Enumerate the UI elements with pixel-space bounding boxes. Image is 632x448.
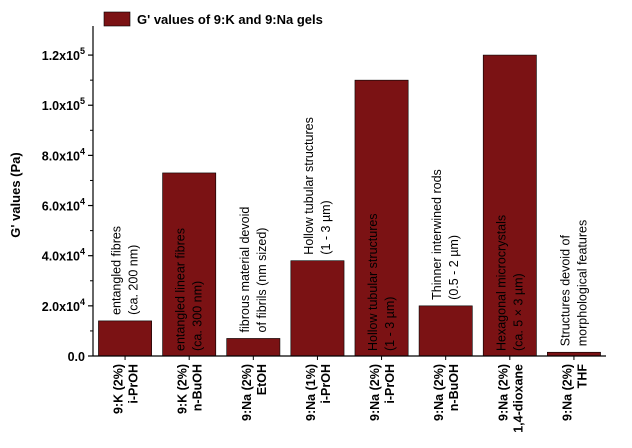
y-tick-label: 1.0x105 — [42, 96, 85, 113]
y-tick-label: 1.2x105 — [42, 46, 85, 63]
x-tick-label-line: 9:K (2%) — [112, 364, 126, 414]
annotation-line: of fibrils (nm sized) — [255, 228, 269, 333]
legend-swatch — [103, 11, 131, 27]
annotation-line: (1 - 3 µm) — [319, 200, 333, 254]
x-tick-label-1: 9:K (2%) i-PrOH — [112, 364, 141, 414]
bar-7 — [482, 54, 537, 357]
bar-annotation-5: Hollow tubular structures (1 - 3 µm) — [366, 213, 397, 351]
annotation-line: entangled linear fibres — [174, 228, 188, 351]
annotation-line: Hollow tubular structures — [366, 213, 380, 351]
bar-annotation-1: entangled fibres (ca. 200 nm) — [110, 226, 141, 315]
x-tick-label-line: 9:Na (2%) — [560, 364, 574, 421]
x-tick-label-line: 9:K (2%) — [176, 364, 190, 414]
x-tick-label-5: 9:Na (2%) i-PrOH — [368, 364, 397, 421]
bar-annotation-8: Structures devoid of morphological featur… — [558, 220, 589, 346]
x-tick-label-7: 9:Na (2%) 1,4-dioxane — [496, 364, 525, 433]
x-tick-label-line: i-PrOH — [319, 364, 333, 404]
annotation-line: fibrous material devoid — [238, 207, 252, 333]
y-tick-label: 2.0x104 — [42, 297, 85, 314]
x-tick-label-line: 9:Na (2%) — [432, 364, 446, 421]
x-tick-label-line: i-PrOH — [127, 364, 141, 404]
x-tick-label-2: 9:K (2%) n-BuOH — [176, 364, 205, 414]
x-tick-label-line: 9:Na (1%) — [304, 364, 318, 421]
y-tick-label: 6.0x104 — [42, 197, 85, 214]
bar-2 — [162, 172, 217, 357]
bar-annotation-7: Hexagonal microcrystals (ca. 5 × 3 µm) — [494, 215, 525, 351]
bar-annotation-3: fibrous material devoid of fibrils (nm si… — [238, 207, 269, 333]
x-tick-label-line: 9:Na (2%) — [368, 364, 382, 421]
x-tick-label-3: 9:Na (2%) EtOH — [240, 364, 269, 421]
annotation-line: (ca. 200 nm) — [127, 245, 141, 315]
y-tick-label: 8.0x104 — [42, 146, 85, 163]
annotation-line: Hexagonal microcrystals — [494, 215, 508, 351]
x-tick-label-line: i-PrOH — [383, 364, 397, 404]
x-tick-label-6: 9:Na (2%) n-BuOH — [432, 364, 461, 421]
plot-area: entangled fibres (ca. 200 nm) entangled li… — [98, 54, 601, 357]
x-tick-label-8: 9:Na (2%) THF — [560, 364, 589, 421]
x-tick-label-line: EtOH — [255, 364, 269, 395]
x-tick-label-line: 9:Na (2%) — [240, 364, 254, 421]
y-axis: 0.0 2.0x104 4.0x104 6.0x104 8.0x104 1.0x105 1.… — [42, 26, 94, 364]
legend: G' values of 9:K and 9:Na gels — [103, 11, 323, 27]
bar-annotation-6: Thinner interwined rods (0.5 - 2 µm) — [430, 169, 461, 300]
x-axis: 9:K (2%) i-PrOH 9:K (2%) n-BuOH 9:Na (2%) EtO… — [93, 355, 606, 433]
annotation-line: Thinner interwined rods — [430, 169, 444, 300]
x-tick-label-line: n-BuOH — [447, 364, 461, 411]
annotation-line: Hollow tubular structures — [302, 117, 316, 255]
x-tick-label-line: 9:Na (2%) — [496, 364, 510, 421]
x-tick-label-4: 9:Na (1%) i-PrOH — [304, 364, 333, 421]
annotation-line: (ca. 5 × 3 µm) — [511, 273, 525, 351]
bar-1 — [98, 320, 152, 357]
bar-5 — [354, 79, 409, 357]
x-tick-label-line: THF — [575, 364, 589, 389]
bar-annotation-2: entangled linear fibres (ca. 300 nm) — [174, 228, 205, 351]
y-tick-label: 0.0 — [68, 350, 85, 364]
annotation-line: Structures devoid of — [558, 235, 572, 347]
legend-label: G' values of 9:K and 9:Na gels — [137, 12, 323, 27]
annotation-line: morphological features — [575, 220, 589, 346]
bar-6 — [418, 305, 473, 357]
bar-3 — [226, 338, 281, 357]
annotation-line: (ca. 300 nm) — [191, 281, 205, 351]
y-axis-title: G' values (Pa) — [8, 152, 23, 237]
annotation-line: entangled fibres — [110, 226, 124, 315]
annotation-line: (0.5 - 2 µm) — [447, 235, 461, 300]
bar-4 — [290, 260, 345, 357]
annotation-line: (1 - 3 µm) — [383, 297, 397, 351]
bar-annotation-4: Hollow tubular structures (1 - 3 µm) — [302, 117, 333, 255]
x-tick-label-line: 1,4-dioxane — [511, 364, 525, 433]
x-tick-label-line: n-BuOH — [191, 364, 205, 411]
y-tick-label: 4.0x104 — [42, 247, 85, 264]
